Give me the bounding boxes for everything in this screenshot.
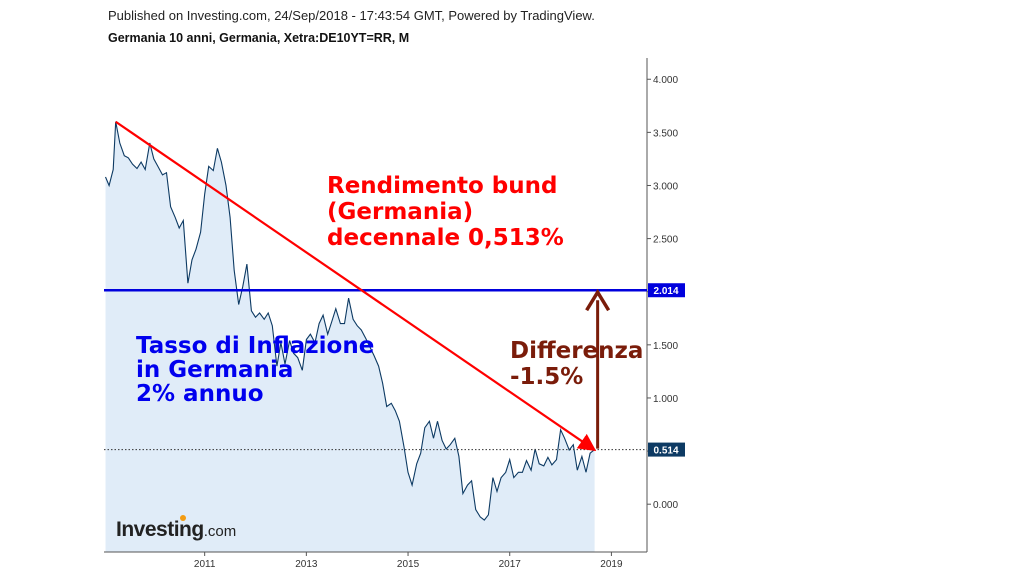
- published-note: Published on Investing.com, 24/Sep/2018 …: [108, 8, 595, 23]
- logo-brand: Investing: [116, 518, 204, 541]
- y-tick-label: 0.000: [653, 500, 678, 511]
- difference-arrow-head: [585, 288, 611, 312]
- inflation-annotation-line-1: Tasso di Inflazione: [136, 333, 375, 359]
- series-line[interactable]: [104, 121, 595, 521]
- inflation-badge: [648, 283, 685, 298]
- last-value-badge: [648, 442, 685, 457]
- trend-arrow: [115, 120, 597, 452]
- y-tick-label: 2.500: [653, 235, 678, 246]
- bund-annotation-line-1: Rendimento bund: [327, 173, 558, 199]
- y-tick-label: 1.000: [653, 394, 678, 405]
- x-tick-label: 2017: [499, 559, 522, 570]
- bund-annotation-line-2: (Germania): [327, 199, 474, 225]
- inflation-badge-label: 2.014: [653, 286, 678, 297]
- logo-dot: [180, 515, 186, 521]
- y-tick-label: 1.500: [653, 341, 678, 352]
- x-tick-label: 2019: [600, 559, 623, 570]
- inflation-annotation-line-2: in Germania: [136, 357, 294, 383]
- difference-annotation-line-1: Differenza: [510, 338, 644, 364]
- difference-annotation: Differenza -1.5%: [510, 340, 643, 392]
- bund-yield-annotation: Rendimento bund (Germania) decennale 0,5…: [327, 175, 564, 253]
- x-tick-label: 2013: [295, 559, 318, 570]
- y-tick-label: 3.000: [653, 181, 678, 192]
- difference-annotation-line-2: -1.5%: [510, 364, 584, 390]
- y-tick-label: 3.500: [653, 128, 678, 139]
- investing-logo: Investing.com: [116, 515, 237, 542]
- x-tick-label: 2015: [397, 559, 420, 570]
- instrument-title: Germania 10 anni, Germania, Xetra:DE10YT…: [108, 31, 410, 45]
- last-value-label: 0.514: [653, 446, 678, 457]
- x-tick-label: 2011: [194, 559, 216, 570]
- inflation-annotation-line-3: 2% annuo: [136, 381, 264, 407]
- inflation-annotation: Tasso di Inflazione in Germania 2% annuo: [136, 335, 374, 407]
- y-tick-label: 4.000: [653, 75, 678, 86]
- bund-annotation-line-3: decennale 0,513%: [327, 225, 564, 251]
- series-area: [105, 121, 595, 552]
- logo-suffix: .com: [203, 523, 237, 540]
